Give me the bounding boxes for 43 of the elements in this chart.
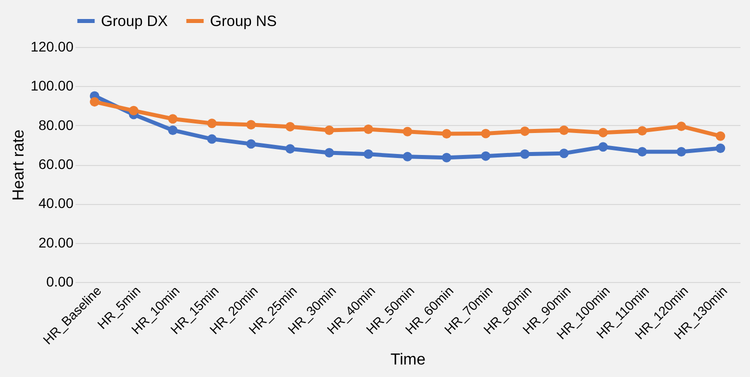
point (442, 129, 452, 138)
point (598, 142, 608, 152)
point (716, 131, 726, 141)
x-axis-title: Time (390, 351, 426, 368)
point (520, 149, 530, 159)
point (168, 125, 178, 135)
y-tick-label: 120.00 (30, 38, 74, 54)
point (676, 147, 686, 157)
point (364, 149, 374, 159)
y-tick-label: 0.00 (46, 274, 74, 290)
legend-label: Group NS (210, 13, 277, 30)
point (480, 128, 490, 138)
point (559, 148, 569, 158)
point (442, 152, 452, 162)
point (598, 128, 608, 138)
point (168, 114, 178, 124)
point (207, 118, 217, 128)
point (364, 124, 374, 134)
point (90, 97, 100, 107)
point (480, 151, 490, 161)
y-tick-label: 100.00 (30, 78, 74, 94)
point (520, 126, 530, 136)
point (128, 106, 138, 116)
point (676, 122, 686, 132)
point (246, 139, 256, 149)
y-tick-label: 80.00 (38, 116, 74, 133)
point (637, 147, 647, 157)
point (402, 152, 412, 162)
point (637, 126, 647, 136)
point (324, 148, 334, 158)
point (716, 144, 726, 153)
y-tick-label: 20.00 (38, 234, 74, 250)
point (207, 134, 217, 144)
point (246, 120, 256, 130)
point (559, 125, 569, 135)
point (324, 125, 334, 135)
point (402, 126, 412, 136)
point (285, 144, 295, 154)
point (285, 122, 295, 132)
y-axis-title: Heart rate (10, 129, 28, 201)
legend-label: Group DX (101, 13, 168, 30)
y-tick-label: 60.00 (38, 156, 74, 172)
y-tick-label: 40.00 (38, 195, 74, 212)
